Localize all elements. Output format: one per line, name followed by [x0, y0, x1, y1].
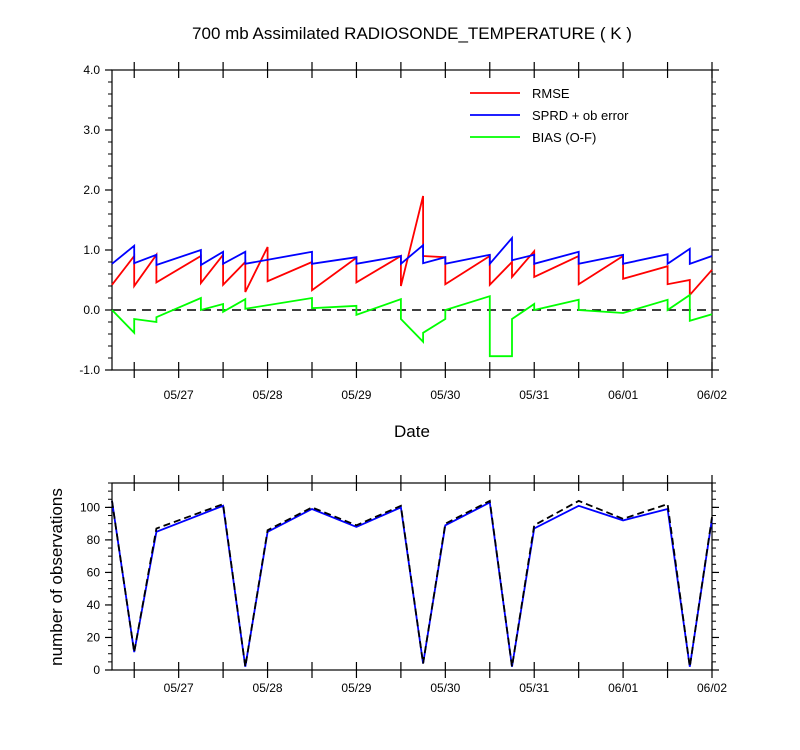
x-tick-label: 05/28 [253, 681, 283, 695]
x-tick-label: 06/01 [608, 388, 638, 402]
bottom-panel: 05/27 05/28 05/29 05/30 05/31 06/01 06/02 0 20 40… [80, 475, 727, 695]
plot-frame [111, 69, 713, 371]
x-tick-label: 05/28 [253, 388, 283, 402]
y-tick-label: 3.0 [83, 123, 100, 137]
series-line-bias-o-f [111, 293, 713, 358]
x-tick-label: 05/27 [164, 388, 194, 402]
x-tick-label: 05/30 [430, 388, 460, 402]
series-line-sprd-ob-error [111, 235, 713, 267]
series-line-dashed [111, 499, 713, 667]
x-tick-label: 05/30 [430, 681, 460, 695]
y-tick-label: -1.0 [79, 363, 100, 377]
series-line-solid [111, 500, 713, 667]
y-tick-label: 80 [87, 533, 101, 547]
y-tick-label: 100 [80, 500, 100, 514]
series-line-rmse [111, 195, 713, 298]
y-tick-label: 60 [87, 565, 101, 579]
x-tick-label: 06/02 [697, 388, 727, 402]
x-tick-label: 06/01 [608, 681, 638, 695]
x-tick-label: 05/31 [519, 681, 549, 695]
y-axis-title-observations: number of observations [47, 488, 66, 666]
x-tick-label: 06/02 [697, 681, 727, 695]
y-tick-label: 4.0 [83, 63, 100, 77]
y-tick-label: 1.0 [83, 243, 100, 257]
plot-frame [111, 482, 713, 671]
legend-label: RMSE [532, 86, 570, 101]
legend-label: BIAS (O-F) [532, 130, 596, 145]
y-tick-label: 20 [87, 630, 101, 644]
y-tick-label: 0.0 [83, 303, 100, 317]
y-tick-label: 40 [87, 598, 101, 612]
y-tick-label: 2.0 [83, 183, 100, 197]
x-tick-label: 05/29 [341, 388, 371, 402]
top-panel: 05/27 05/28 05/29 05/30 05/31 06/01 06/02 -1.0 0… [79, 62, 727, 402]
legend-label: SPRD + ob error [532, 108, 629, 123]
x-tick-label: 05/27 [164, 681, 194, 695]
chart-title: 700 mb Assimilated RADIOSONDE_TEMPERATUR… [192, 24, 632, 43]
x-tick-label: 05/31 [519, 388, 549, 402]
x-axis-title: Date [394, 422, 430, 441]
x-tick-label: 05/29 [341, 681, 371, 695]
y-tick-label: 0 [93, 663, 100, 677]
